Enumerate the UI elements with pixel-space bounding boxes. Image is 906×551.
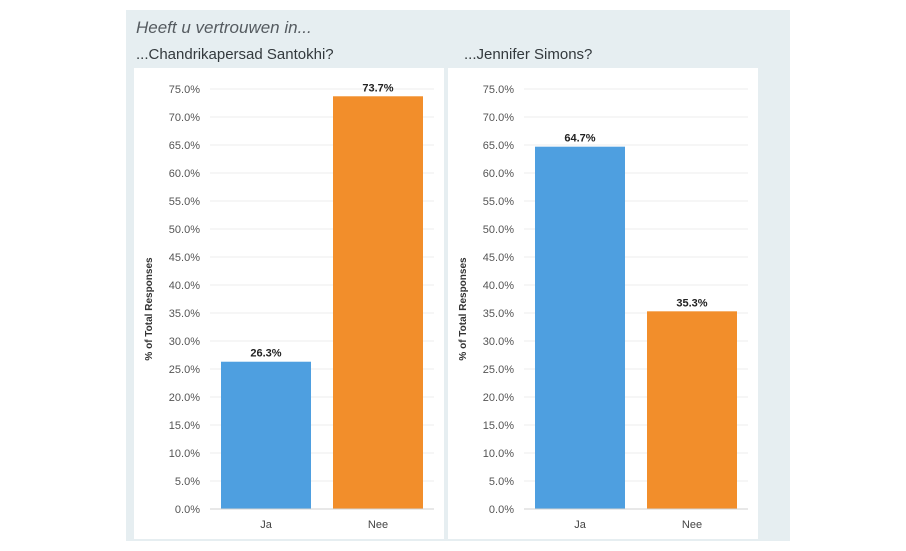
y-tick-label: 55.0% — [483, 196, 514, 208]
y-axis-title: % of Total Responses — [144, 257, 155, 361]
chart-panel-simons: 0.0% 5.0% 10.0% 15.0% 20.0% 25.0% 30.0% 35.0% 40… — [448, 68, 758, 539]
bar-chart-santokhi: 0.0% 5.0% 10.0% 15.0% 20.0% 25.0% 30.0% 35.0% 40… — [144, 82, 434, 531]
y-tick-label: 65.0% — [483, 140, 514, 152]
y-tick-label: 75.0% — [169, 84, 200, 96]
data-label: 26.3% — [250, 348, 281, 360]
y-tick-label: 25.0% — [169, 364, 200, 376]
y-tick-label: 25.0% — [483, 364, 514, 376]
x-category-label: Nee — [368, 519, 388, 531]
y-tick-label: 15.0% — [169, 420, 200, 432]
chart-title-santokhi: ...Chandrikapersad Santokhi? — [136, 46, 334, 63]
chart-title-simons: ...Jennifer Simons? — [464, 46, 593, 63]
y-tick-label: 60.0% — [169, 168, 200, 180]
y-tick-label: 70.0% — [169, 112, 200, 124]
dashboard-title: Heeft u vertrouwen in... — [136, 18, 312, 37]
dashboard: Heeft u vertrouwen in... ...Chandrikaper… — [126, 10, 790, 541]
y-tick-label: 20.0% — [169, 392, 200, 404]
y-tick-label: 10.0% — [169, 448, 200, 460]
data-label: 73.7% — [362, 82, 393, 94]
y-tick-label: 40.0% — [483, 280, 514, 292]
y-tick-label: 30.0% — [483, 336, 514, 348]
y-tick-label: 15.0% — [483, 420, 514, 432]
y-tick-label: 35.0% — [169, 308, 200, 320]
bar-chart-simons: 0.0% 5.0% 10.0% 15.0% 20.0% 25.0% 30.0% 35.0% 40… — [458, 84, 748, 531]
y-tick-label: 35.0% — [483, 308, 514, 320]
y-tick-label: 65.0% — [169, 140, 200, 152]
y-tick-label: 45.0% — [483, 252, 514, 264]
bar-ja — [221, 361, 311, 509]
bar-nee — [333, 96, 423, 509]
y-tick-label: 0.0% — [175, 504, 200, 516]
bar-ja — [535, 146, 625, 509]
y-tick-label: 40.0% — [169, 280, 200, 292]
y-tick-label: 20.0% — [483, 392, 514, 404]
x-category-label: Nee — [682, 519, 702, 531]
y-tick-label: 5.0% — [175, 476, 200, 488]
y-tick-label: 50.0% — [169, 224, 200, 236]
data-label: 35.3% — [676, 297, 707, 309]
y-tick-label: 30.0% — [169, 336, 200, 348]
y-tick-label: 0.0% — [489, 504, 514, 516]
y-tick-label: 50.0% — [483, 224, 514, 236]
y-tick-label: 5.0% — [489, 476, 514, 488]
y-tick-label: 75.0% — [483, 84, 514, 96]
y-tick-label: 70.0% — [483, 112, 514, 124]
y-tick-label: 60.0% — [483, 168, 514, 180]
x-category-label: Ja — [574, 519, 587, 531]
data-label: 64.7% — [564, 133, 595, 145]
y-tick-label: 45.0% — [169, 252, 200, 264]
x-category-label: Ja — [260, 519, 273, 531]
y-tick-label: 10.0% — [483, 448, 514, 460]
bar-nee — [647, 311, 737, 509]
y-tick-label: 55.0% — [169, 196, 200, 208]
y-axis-title: % of Total Responses — [458, 257, 469, 361]
chart-panel-santokhi: 0.0% 5.0% 10.0% 15.0% 20.0% 25.0% 30.0% 35.0% 40… — [134, 68, 444, 539]
